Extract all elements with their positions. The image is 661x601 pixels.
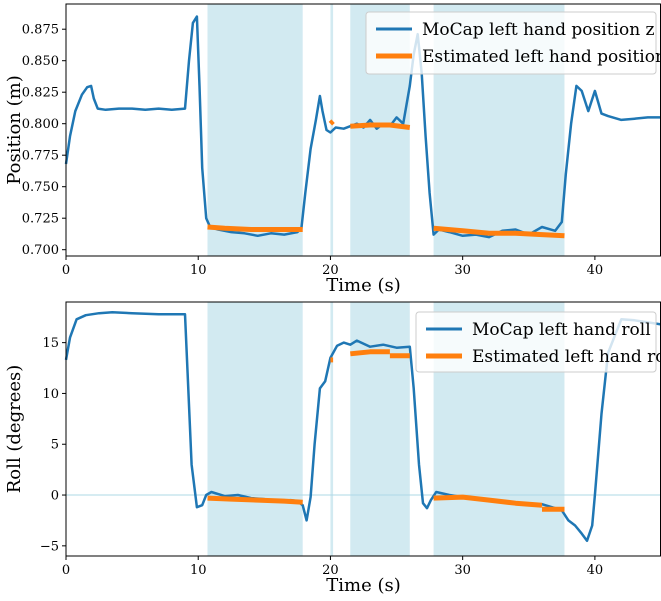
- estimated-series-line: [433, 225, 565, 239]
- estimated-series-line: [328, 119, 335, 126]
- x-axis-label: Time (s): [326, 575, 401, 596]
- mocap-series-line: [64, 15, 661, 239]
- estimated-series-line: [433, 494, 543, 508]
- y-tick-label: 0.700: [22, 243, 59, 258]
- legend-label-mocap: MoCap left hand roll: [472, 320, 651, 340]
- y-tick-label: 0.725: [22, 212, 59, 227]
- legend-box: [365, 11, 657, 75]
- plot-lines: [64, 310, 661, 543]
- x-tick-label: 20: [322, 563, 339, 578]
- y-tick-label: 15: [42, 336, 59, 351]
- mocap-series-line: [64, 310, 661, 543]
- x-axis-label: Time (s): [326, 275, 401, 296]
- x-tick-label: 10: [190, 263, 207, 278]
- x-tick-label: 30: [454, 263, 471, 278]
- x-tick-label: 30: [454, 563, 471, 578]
- y-tick-label: 0.825: [22, 86, 59, 101]
- x-tick-label: 20: [322, 263, 339, 278]
- x-tick-label: 40: [587, 263, 604, 278]
- shaded-interval: [207, 302, 303, 556]
- estimated-series-line: [207, 495, 303, 505]
- y-tick-label: 0.850: [22, 54, 59, 69]
- y-axis-label: Position (m): [4, 75, 25, 184]
- x-tick-label: 0: [62, 563, 70, 578]
- y-tick-label: 10: [42, 387, 59, 402]
- plot-lines: [64, 15, 661, 239]
- y-tick-label: 0.800: [22, 117, 59, 132]
- position-z-chart: 0 10 20 30 40 0.700 0.725 0.750 0.775 0.800 0.825 0…: [4, 3, 661, 296]
- y-tick-label: −5: [40, 539, 59, 554]
- shaded-interval: [350, 302, 410, 556]
- y-tick-label: 0.775: [22, 149, 59, 164]
- legend-label-estimated: Estimated left hand position z: [422, 47, 661, 67]
- legend: MoCap left hand roll Estimated left hand…: [415, 311, 661, 373]
- y-tick-label: 0: [51, 489, 59, 504]
- tick-marks: 0 10 20 30 40 0.700 0.725 0.750 0.775 0.800 0.825 0…: [22, 23, 603, 278]
- legend: MoCap left hand position z Estimated lef…: [365, 11, 661, 75]
- legend-box: [415, 311, 657, 373]
- y-tick-label: 0.750: [22, 180, 59, 195]
- y-tick-label: 0.875: [22, 23, 59, 38]
- shaded-interval: [330, 302, 334, 556]
- estimated-series-line: [350, 122, 411, 130]
- legend-label-mocap: MoCap left hand position z: [422, 20, 655, 40]
- estimated-series-line: [207, 224, 303, 232]
- x-tick-label: 40: [587, 563, 604, 578]
- shaded-interval: [207, 4, 303, 256]
- x-tick-label: 10: [190, 563, 207, 578]
- estimated-series-line: [350, 349, 390, 357]
- y-axis-label: Roll (degrees): [4, 365, 25, 494]
- x-tick-label: 0: [62, 263, 70, 278]
- y-tick-label: 5: [51, 438, 59, 453]
- legend-label-estimated: Estimated left hand roll: [472, 347, 661, 367]
